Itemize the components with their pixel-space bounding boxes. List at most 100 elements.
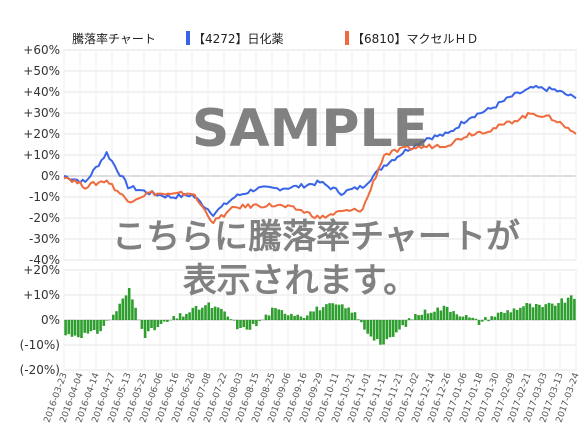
diff-bar (188, 312, 191, 320)
diff-bar (197, 309, 201, 320)
diff-bar (356, 319, 360, 320)
diff-bar (404, 320, 408, 327)
diff-bar (573, 298, 576, 320)
diff-bars (64, 288, 576, 345)
diff-bar (541, 307, 544, 320)
diff-bar (121, 298, 125, 320)
diff-bar (423, 309, 427, 320)
y-tick-label: (-10%) (20, 338, 60, 352)
diff-bar (442, 305, 446, 320)
diff-bar (286, 315, 290, 320)
diff-bar (89, 320, 93, 332)
diff-bar (223, 311, 226, 320)
diff-bar (73, 320, 77, 336)
upper-y-axis: -40% -30% -20% -10% 0% +10% +20% +30% +40% +50% +6… (23, 43, 60, 267)
diff-bar (414, 314, 417, 320)
diff-bar (455, 314, 459, 320)
diff-bar (535, 304, 538, 320)
x-axis: 2016-03-232016-04-042016-04-142016-04-27… (43, 371, 582, 424)
diff-bar (96, 320, 99, 334)
diff-bar (118, 303, 121, 320)
y-tick-label: +20% (23, 127, 60, 141)
diff-bar (172, 316, 175, 320)
diff-bar (398, 320, 401, 330)
diff-bar (372, 320, 376, 341)
diff-bar (512, 308, 516, 320)
diff-bar (445, 306, 449, 320)
diff-bar (267, 315, 271, 320)
diff-bar (248, 320, 252, 330)
diff-bar (458, 316, 462, 320)
diff-bar (490, 316, 493, 320)
diff-bar (395, 320, 398, 333)
diff-bar (156, 320, 160, 328)
diff-bar (293, 315, 296, 320)
diff-bar (369, 320, 373, 337)
diff-bar (86, 320, 90, 334)
series-line-2 (63, 112, 577, 225)
diff-bar (194, 306, 198, 320)
diff-bar (525, 303, 528, 320)
diff-bar (503, 313, 506, 320)
diff-bar (331, 303, 334, 320)
diff-bar (353, 312, 357, 320)
diff-bar (410, 319, 414, 320)
diff-bar (302, 318, 306, 320)
diff-bar (204, 305, 207, 320)
diff-bar (226, 316, 230, 320)
diff-bar (131, 299, 134, 320)
y-tick-label: -20% (29, 211, 60, 225)
diff-bar (92, 320, 96, 330)
diff-bar (515, 309, 519, 320)
diff-bar (321, 307, 325, 320)
diff-bar (70, 320, 74, 337)
diff-bar (309, 311, 312, 320)
diff-bar (296, 314, 299, 320)
diff-bar (277, 309, 280, 320)
diff-bar (124, 295, 128, 320)
legend-series1-label: 【4272】日化薬 (193, 32, 284, 46)
diff-bar (318, 310, 322, 320)
diff-bar (430, 312, 433, 320)
y-tick-label: +30% (23, 106, 60, 120)
diff-bar (449, 311, 452, 320)
diff-bar (477, 320, 481, 325)
diff-bar (550, 303, 554, 320)
diff-bar (420, 314, 424, 320)
diff-bar (461, 316, 465, 320)
diff-bar (347, 307, 350, 320)
diff-bar (557, 303, 560, 320)
y-tick-label: +50% (23, 64, 60, 78)
diff-bar (350, 312, 354, 320)
diff-bar (407, 318, 411, 320)
diff-bar (77, 320, 80, 338)
diff-bar (522, 306, 525, 320)
diff-bar (80, 320, 83, 338)
diff-bar (388, 320, 392, 338)
legend-title: 騰落率チャート (72, 31, 156, 46)
diff-bar (569, 295, 573, 320)
line-series (63, 84, 577, 225)
diff-bar (325, 304, 328, 320)
diff-bar (538, 304, 541, 320)
diff-bar (191, 307, 195, 320)
diff-bar (436, 307, 439, 320)
diff-bar (153, 320, 156, 331)
watermark-line2: こちらに騰落率チャートが (112, 217, 520, 257)
diff-bar (360, 320, 363, 323)
diff-bar (143, 320, 147, 338)
diff-bar (500, 311, 503, 320)
diff-bar (433, 311, 436, 320)
y-tick-label: -30% (29, 232, 60, 246)
watermark-line3: 表示されます。 (183, 261, 418, 301)
diff-bar (207, 302, 210, 320)
diff-bar (210, 308, 214, 320)
y-tick-label: 0% (41, 313, 60, 327)
y-tick-label: +60% (23, 43, 60, 57)
diff-bar (64, 320, 67, 336)
lower-y-axis: (-20%) (-10%) 0% +10% +20% (20, 263, 60, 377)
y-tick-label: +10% (23, 288, 60, 302)
diff-bar (264, 314, 268, 320)
diff-bar (484, 317, 487, 320)
